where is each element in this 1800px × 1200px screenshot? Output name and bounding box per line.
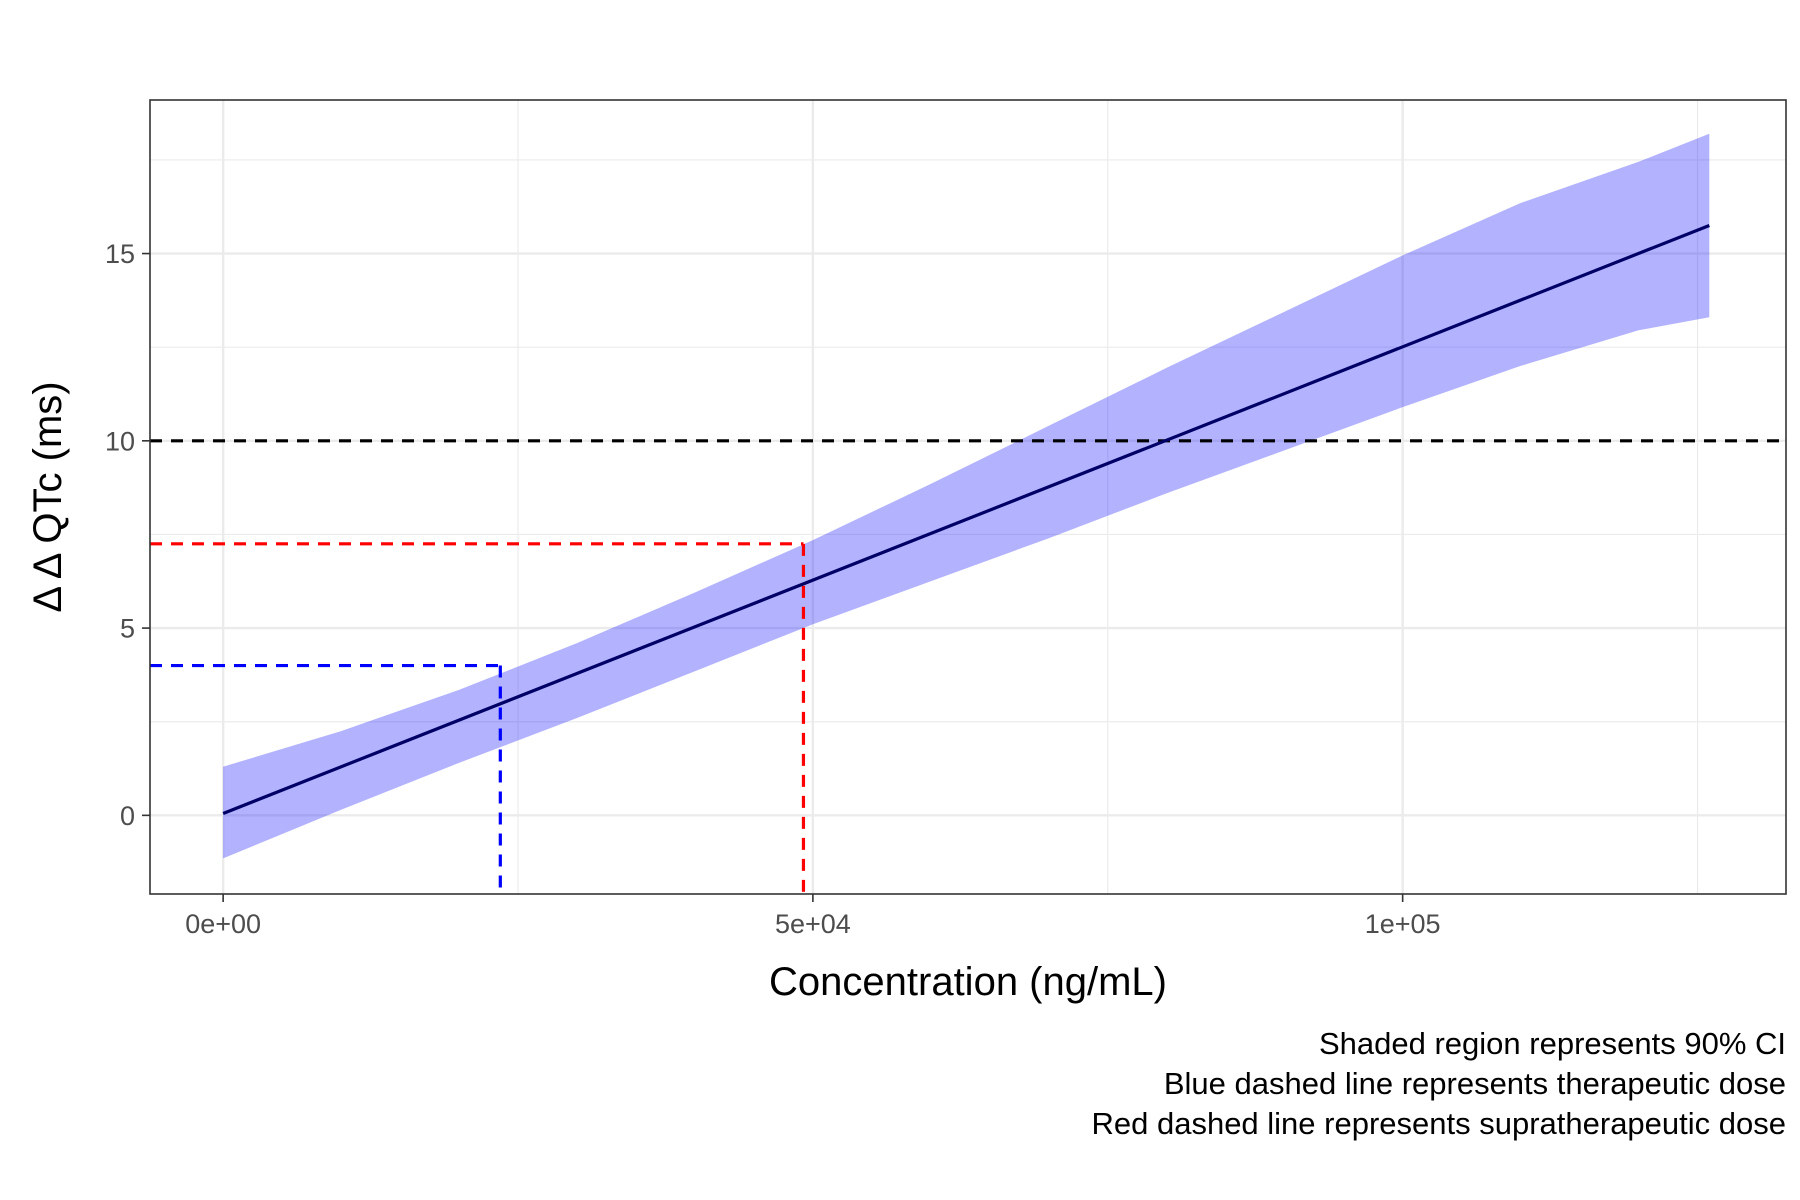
x-tick-label: 5e+04 (775, 909, 851, 939)
major-gridlines (150, 100, 1786, 894)
confidence-band-layer (223, 133, 1710, 859)
reference-lines-layer (150, 439, 1786, 894)
fit-line (222, 223, 1710, 815)
y-tick-label: 10 (105, 426, 135, 456)
y-axis-title: Δ Δ QTc (ms) (26, 381, 70, 612)
plot-panel-background (150, 100, 1786, 894)
x-axis: 0e+00 5e+04 1e+05 (185, 894, 1441, 939)
x-tick-label: 1e+05 (1365, 909, 1441, 939)
y-tick-label: 5 (120, 614, 135, 644)
minor-gridlines (150, 100, 1786, 894)
plot-panel-border (149, 99, 1787, 895)
confidence-band (223, 133, 1710, 859)
y-tick-label: 0 (120, 801, 135, 831)
y-tick-label: 15 (105, 239, 135, 269)
y-axis: 0 5 10 15 (105, 239, 150, 831)
caption-line-ci: Shaded region represents 90% CI (1319, 1026, 1786, 1061)
caption-line-supratherapeutic: Red dashed line represents supratherapeu… (1091, 1106, 1786, 1141)
fit-line-layer (222, 223, 1710, 815)
x-tick-label: 0e+00 (185, 909, 261, 939)
x-axis-title: Concentration (ng/mL) (769, 960, 1167, 1004)
caption-line-therapeutic: Blue dashed line represents therapeutic … (1164, 1066, 1786, 1101)
